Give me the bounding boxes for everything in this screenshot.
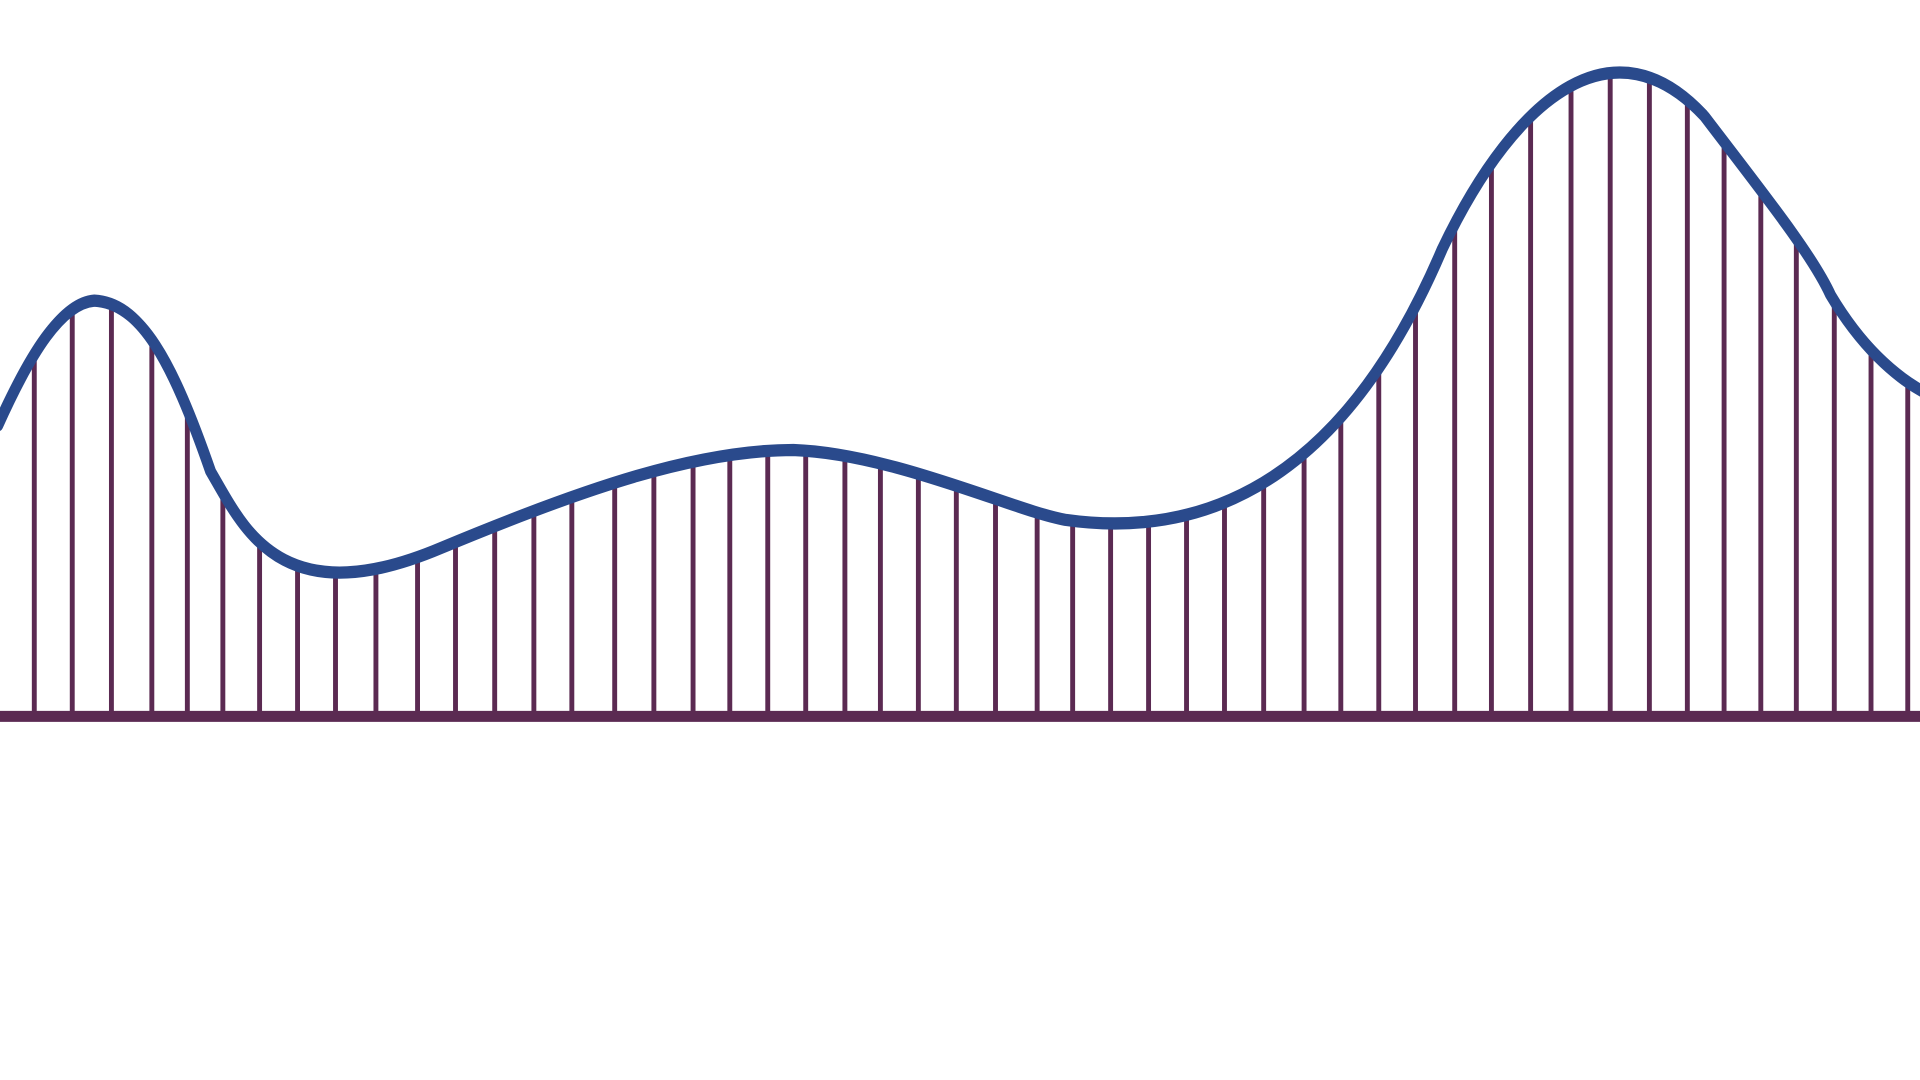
track-rail (0, 66, 1920, 573)
track-rail-shadow (0, 67, 1920, 579)
support-posts (31, 72, 1911, 717)
